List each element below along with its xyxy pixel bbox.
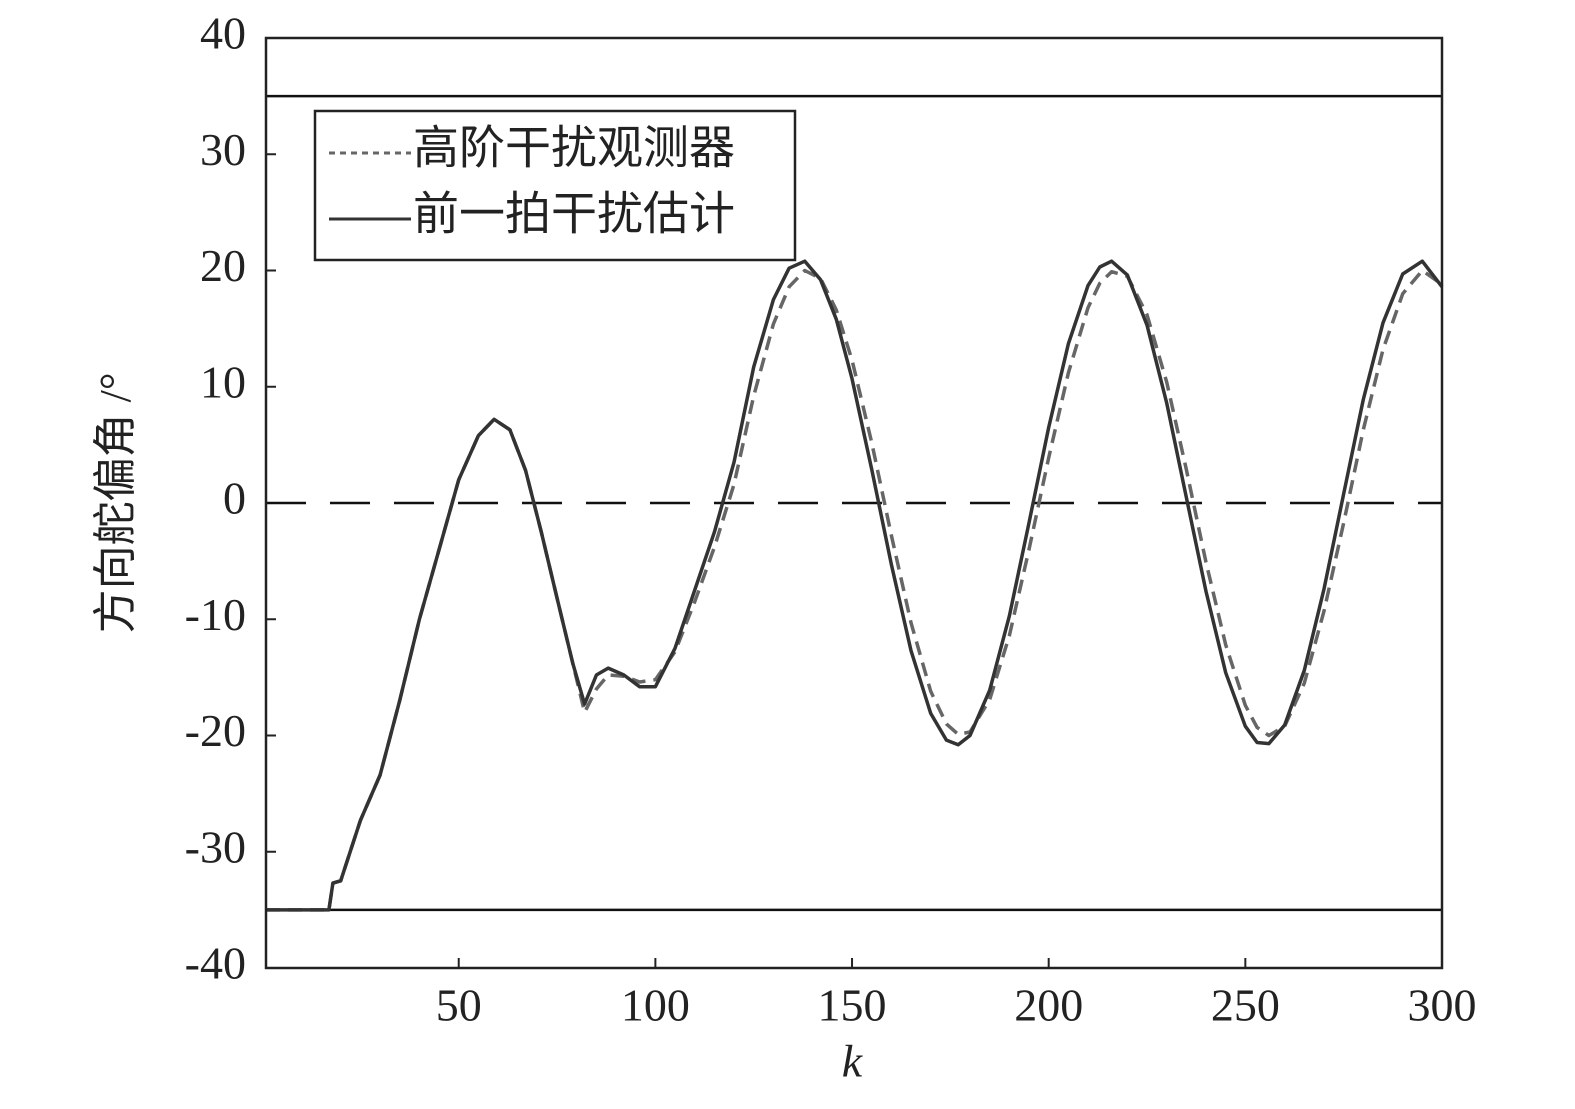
- legend-box: [313, 109, 797, 262]
- x-tick-label: 100: [621, 980, 690, 1031]
- y-tick-label: -30: [185, 821, 246, 872]
- plot-frame: [264, 36, 1444, 970]
- y-axis-label: 方向舵偏角 /°: [91, 373, 140, 634]
- legend-label: 前一拍干扰估计: [413, 189, 735, 240]
- x-axis-label: k: [842, 1036, 864, 1087]
- series-line: [266, 268, 1444, 912]
- y-tick-label: -40: [185, 938, 246, 989]
- x-tick-label: 150: [818, 980, 887, 1031]
- y-tick-label: -20: [185, 705, 246, 756]
- x-tick-label: 50: [436, 980, 482, 1031]
- y-tick-label: 10: [200, 356, 246, 407]
- y-tick-label: 20: [200, 240, 246, 291]
- x-tick-label: 300: [1408, 980, 1477, 1031]
- legend-label: 高阶干扰观测器: [413, 123, 735, 174]
- x-tick-label: 250: [1211, 980, 1280, 1031]
- y-tick-label: -10: [185, 589, 246, 640]
- series-line: [266, 259, 1444, 912]
- x-tick-label: 200: [1014, 980, 1083, 1031]
- y-tick-label: 40: [200, 8, 246, 59]
- y-tick-label: 30: [200, 124, 246, 175]
- y-tick-label: 0: [223, 473, 246, 524]
